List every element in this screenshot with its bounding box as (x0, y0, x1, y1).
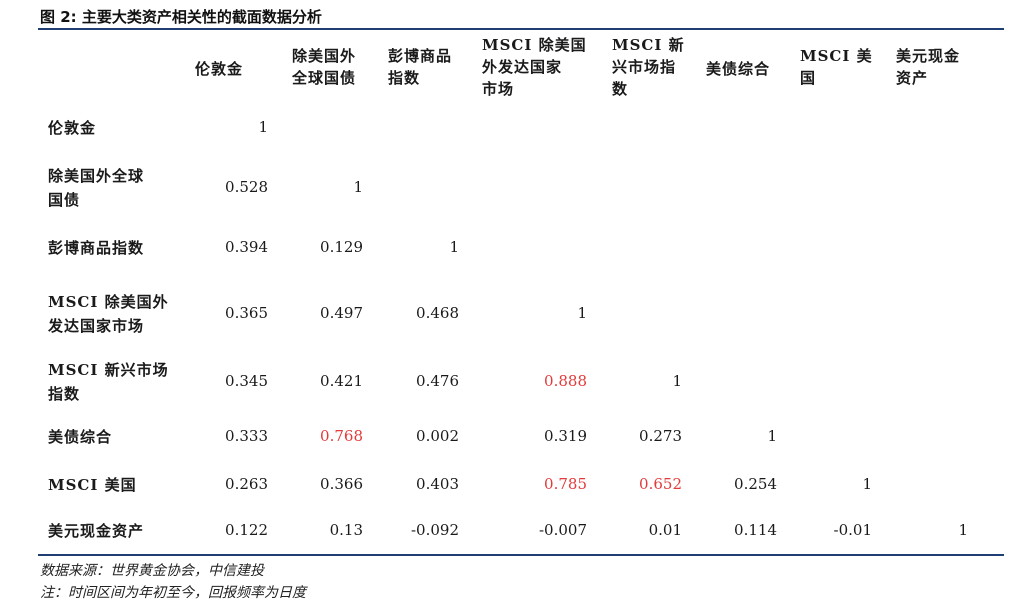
table-cell: 1 (958, 521, 968, 539)
column-header-line: MSCI 除美国 (482, 36, 587, 54)
row-label-line: 发达国家市场 (48, 317, 145, 335)
row-label-line: 除美国外全球 (48, 167, 145, 185)
table-cell: 0.403 (416, 475, 459, 493)
table-cell: 0.888 (544, 372, 587, 390)
row-label-line: 彭博商品指数 (48, 239, 145, 257)
table-cell: 0.01 (648, 521, 682, 539)
table-cell: -0.007 (538, 521, 587, 539)
column-header-line: 除美国外 (292, 47, 357, 65)
table-cell: 0.365 (225, 304, 268, 322)
column-header-line: 全球国债 (292, 69, 357, 87)
table-cell: 0.319 (544, 427, 587, 445)
table-cell: 0.122 (225, 521, 268, 539)
column-header: 伦敦金 (195, 58, 243, 80)
table-cell: 0.114 (734, 521, 777, 539)
table-cell: 1 (577, 304, 587, 322)
column-header: MSCI 新兴市场指数 (612, 34, 685, 100)
column-header: MSCI 美国 (800, 45, 873, 89)
column-header-line: 指数 (388, 69, 421, 87)
row-label-line: 美元现金资产 (48, 522, 145, 540)
table-cell: 0.129 (320, 238, 363, 256)
bottom-rule (38, 554, 1004, 556)
table-cell: 0.273 (639, 427, 682, 445)
column-header-line: MSCI 美 (800, 47, 873, 65)
table-cell: 1 (672, 372, 682, 390)
column-header: 除美国外 全球国债 (292, 45, 356, 89)
table-cell: 0.497 (320, 304, 363, 322)
column-header-line: 国 (800, 69, 817, 87)
row-label: MSCI 新兴市场 指数 (48, 358, 169, 406)
row-label: 美债综合 (48, 425, 112, 449)
row-label: MSCI 除美国外 发达国家市场 (48, 290, 169, 338)
column-header-line: 兴市场指 (612, 58, 677, 76)
column-header: MSCI 除美国 外发达国家市场 (482, 34, 587, 100)
table-cell: 1 (449, 238, 459, 256)
row-label: 除美国外全球 国债 (48, 164, 144, 212)
period-note: 注：时间区间为年初至今，回报频率为日度 (40, 585, 306, 601)
table-cell: 0.652 (639, 475, 682, 493)
table-cell: 1 (353, 178, 363, 196)
row-label: 伦敦金 (48, 116, 96, 140)
column-header: 彭博商品 指数 (388, 45, 452, 89)
column-header-line: 市场 (482, 80, 515, 98)
row-label-line: MSCI 美国 (48, 476, 137, 494)
table-cell: 1 (862, 475, 872, 493)
column-header-line: 数 (612, 80, 629, 98)
row-label-line: 美债综合 (48, 428, 113, 446)
table-cell: -0.01 (833, 521, 872, 539)
row-label: 彭博商品指数 (48, 236, 144, 260)
table-cell: 0.476 (416, 372, 459, 390)
table-cell: -0.092 (410, 521, 459, 539)
row-label-line: 指数 (48, 385, 81, 403)
column-header: 美债综合 (706, 58, 770, 80)
column-header-line: 美债综合 (706, 60, 771, 78)
column-header-line: 资产 (896, 69, 929, 87)
table-cell: 0.263 (225, 475, 268, 493)
column-header-line: 美元现金 (896, 47, 961, 65)
row-label: MSCI 美国 (48, 473, 137, 497)
table-cell: 0.345 (225, 372, 268, 390)
row-label-line: MSCI 除美国外 (48, 293, 169, 311)
figure-title: 图 2: 主要大类资产相关性的截面数据分析 (40, 8, 322, 26)
table-cell: 0.13 (329, 521, 363, 539)
table-cell: 1 (258, 118, 268, 136)
table-cell: 0.254 (734, 475, 777, 493)
column-header-line: 彭博商品 (388, 47, 453, 65)
table-cell: 0.528 (225, 178, 268, 196)
column-header-line: 外发达国家 (482, 58, 563, 76)
column-header-line: MSCI 新 (612, 36, 685, 54)
table-cell: 0.394 (225, 238, 268, 256)
column-header: 美元现金 资产 (896, 45, 960, 89)
row-label-line: MSCI 新兴市场 (48, 361, 169, 379)
table-cell: 0.333 (225, 427, 268, 445)
table-cell: 0.002 (416, 427, 459, 445)
row-label-line: 国债 (48, 191, 81, 209)
source-note: 数据来源：世界黄金协会，中信建投 (40, 563, 264, 579)
table-cell: 0.768 (320, 427, 363, 445)
table-cell: 0.785 (544, 475, 587, 493)
table-cell: 1 (767, 427, 777, 445)
top-rule (38, 28, 1004, 30)
row-label: 美元现金资产 (48, 519, 144, 543)
table-cell: 0.421 (320, 372, 363, 390)
table-cell: 0.366 (320, 475, 363, 493)
column-header-line: 伦敦金 (195, 60, 244, 78)
table-cell: 0.468 (416, 304, 459, 322)
row-label-line: 伦敦金 (48, 119, 97, 137)
